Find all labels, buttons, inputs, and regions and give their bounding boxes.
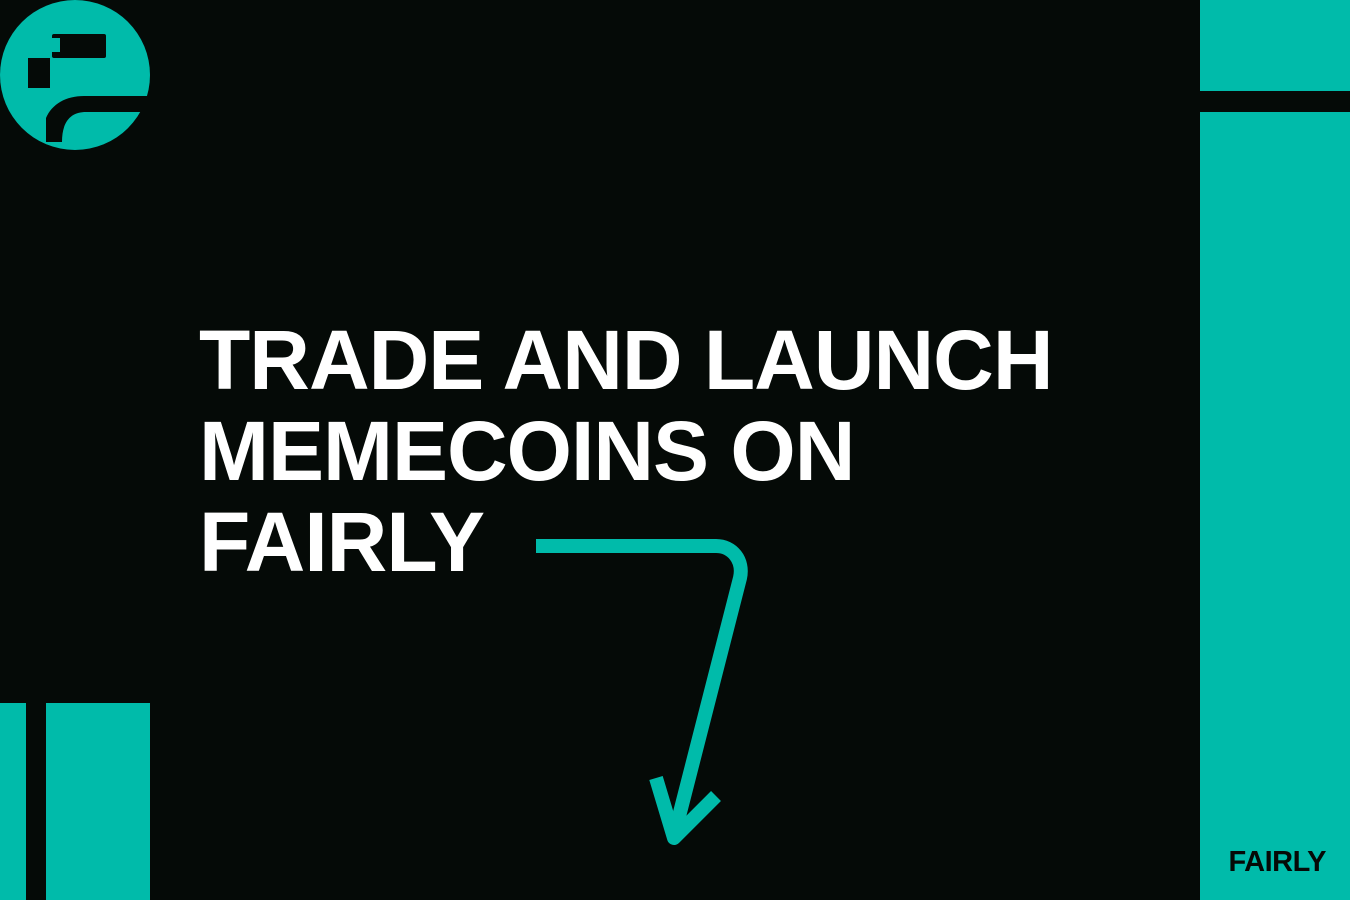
headline-line-1: TRADE AND LAUNCH	[199, 313, 1053, 407]
headline-line-3: FAIRLY	[199, 495, 485, 589]
arrow-down-icon	[536, 539, 748, 845]
headline: TRADE AND LAUNCH MEMECOINS ON FAIRLY	[199, 315, 1053, 588]
right-top-bar	[1200, 0, 1350, 91]
fairly-logo-icon	[0, 0, 150, 150]
left-wide-bar	[46, 703, 150, 900]
left-thin-bar	[0, 703, 26, 900]
headline-line-2: MEMECOINS ON	[199, 404, 855, 498]
brand-label: FAIRLY	[1228, 846, 1327, 878]
right-main-bar	[1200, 112, 1350, 900]
